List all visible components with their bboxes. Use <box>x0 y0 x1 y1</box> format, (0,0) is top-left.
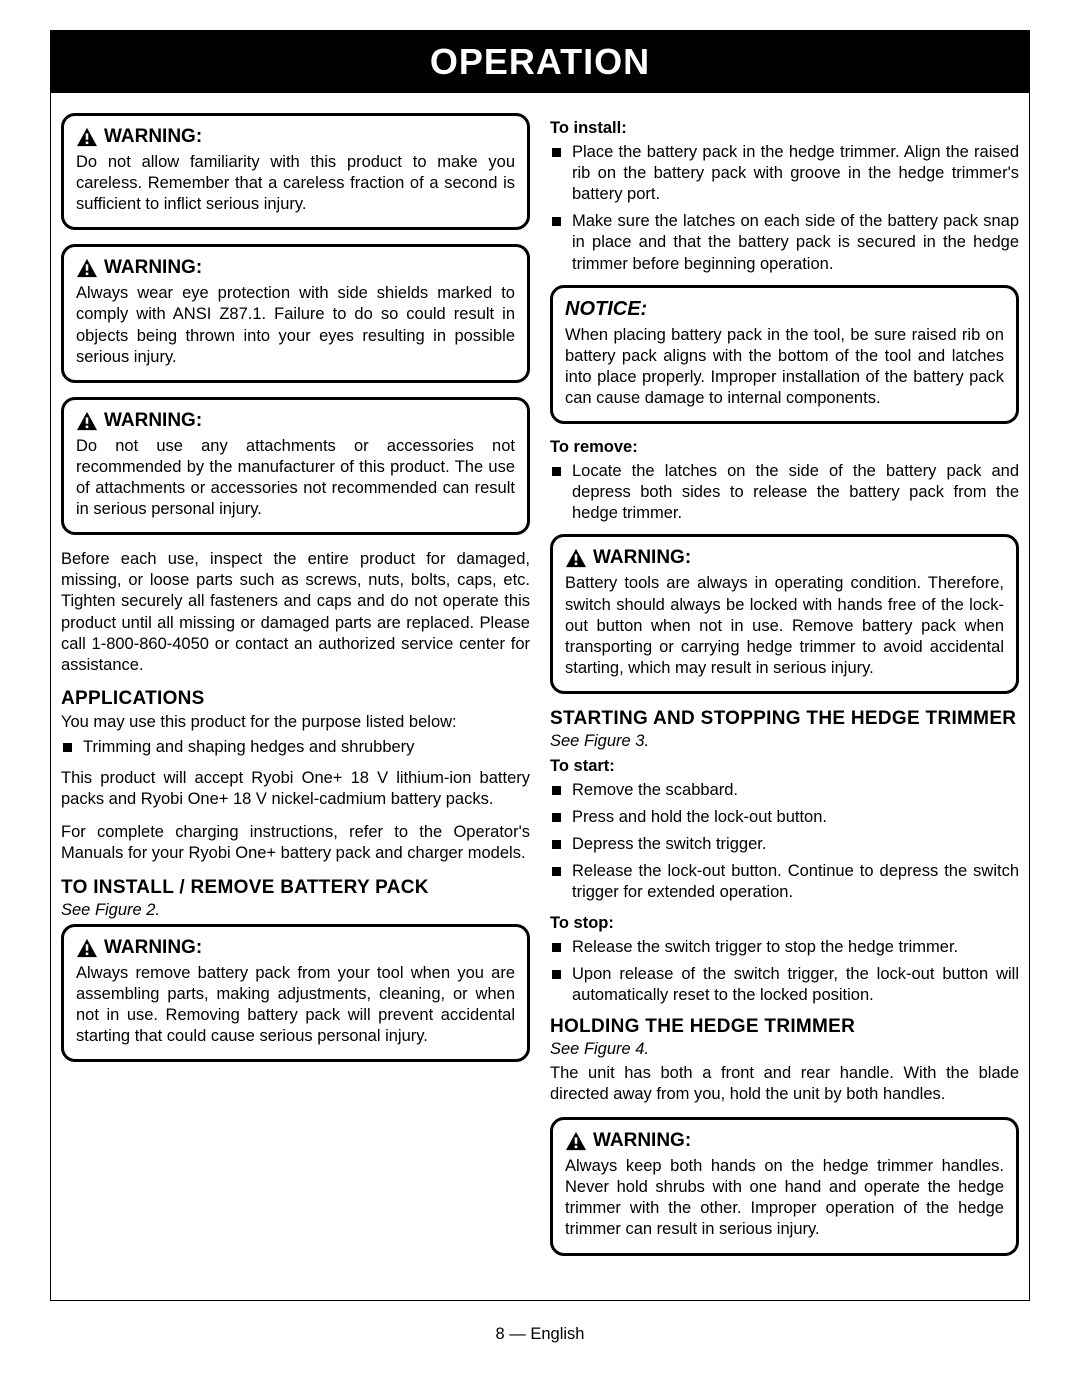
warning-box-6: WARNING: Always keep both hands on the h… <box>550 1117 1019 1255</box>
inspect-paragraph: Before each use, inspect the entire prod… <box>61 549 530 676</box>
install-list: Place the battery pack in the hedge trim… <box>550 142 1019 275</box>
notice-text: When placing battery pack in the tool, b… <box>565 325 1004 409</box>
stop-list: Release the switch trigger to stop the h… <box>550 937 1019 1006</box>
list-item: Upon release of the switch trigger, the … <box>550 964 1019 1006</box>
see-figure-2: See Figure 2. <box>61 901 530 920</box>
holding-heading: HOLDING THE HEDGE TRIMMER <box>550 1016 1019 1038</box>
warning-icon <box>76 127 98 147</box>
warning-box-2: WARNING: Always wear eye protection with… <box>61 244 530 382</box>
warning-label: WARNING: <box>593 1130 691 1152</box>
warning-icon <box>76 411 98 431</box>
left-column: WARNING: Do not allow familiarity with t… <box>61 113 530 1270</box>
remove-list: Locate the latches on the side of the ba… <box>550 461 1019 524</box>
start-stop-heading: STARTING AND STOPPING THE HEDGE TRIMMER <box>550 708 1019 730</box>
to-stop-label: To stop: <box>550 914 1019 933</box>
page-title-bar: OPERATION <box>51 31 1029 93</box>
holding-text: The unit has both a front and rear handl… <box>550 1063 1019 1105</box>
install-remove-heading: TO INSTALL / REMOVE BATTERY PACK <box>61 877 530 899</box>
warning-header: WARNING: <box>76 410 515 432</box>
warning-text: Always remove battery pack from your too… <box>76 963 515 1047</box>
list-item: Release the switch trigger to stop the h… <box>550 937 1019 958</box>
battery-compat-text: This product will accept Ryobi One+ 18 V… <box>61 768 530 810</box>
warning-box-5: WARNING: Battery tools are always in ope… <box>550 534 1019 694</box>
list-item: Locate the latches on the side of the ba… <box>550 461 1019 524</box>
content-columns: WARNING: Do not allow familiarity with t… <box>51 93 1029 1300</box>
warning-label: WARNING: <box>104 937 202 959</box>
warning-icon <box>76 258 98 278</box>
applications-intro: You may use this product for the purpose… <box>61 712 530 733</box>
list-item: Remove the scabbard. <box>550 780 1019 801</box>
list-item: Press and hold the lock-out button. <box>550 807 1019 828</box>
list-item: Trimming and shaping hedges and shrubber… <box>61 737 530 758</box>
charging-ref-text: For complete charging instructions, refe… <box>61 822 530 864</box>
warning-header: WARNING: <box>76 257 515 279</box>
warning-header: WARNING: <box>565 547 1004 569</box>
page-frame: OPERATION WARNING: Do not allow familiar… <box>50 30 1030 1301</box>
right-column: To install: Place the battery pack in th… <box>550 113 1019 1270</box>
warning-header: WARNING: <box>565 1130 1004 1152</box>
page-footer: 8 — English <box>50 1325 1030 1344</box>
warning-text: Always keep both hands on the hedge trim… <box>565 1156 1004 1240</box>
page-title: OPERATION <box>430 41 650 82</box>
warning-icon <box>565 548 587 568</box>
list-item: Make sure the latches on each side of th… <box>550 211 1019 274</box>
warning-label: WARNING: <box>104 257 202 279</box>
applications-heading: APPLICATIONS <box>61 688 530 710</box>
warning-label: WARNING: <box>593 547 691 569</box>
warning-header: WARNING: <box>76 126 515 148</box>
warning-box-3: WARNING: Do not use any attachments or a… <box>61 397 530 535</box>
notice-box: NOTICE: When placing battery pack in the… <box>550 285 1019 424</box>
warning-icon <box>76 938 98 958</box>
list-item: Depress the switch trigger. <box>550 834 1019 855</box>
to-remove-label: To remove: <box>550 438 1019 457</box>
warning-text: Do not allow familiarity with this produ… <box>76 152 515 215</box>
see-figure-3: See Figure 3. <box>550 732 1019 751</box>
warning-header: WARNING: <box>76 937 515 959</box>
warning-box-1: WARNING: Do not allow familiarity with t… <box>61 113 530 230</box>
warning-box-4: WARNING: Always remove battery pack from… <box>61 924 530 1062</box>
warning-text: Do not use any attachments or accessorie… <box>76 436 515 520</box>
applications-list: Trimming and shaping hedges and shrubber… <box>61 737 530 758</box>
warning-label: WARNING: <box>104 410 202 432</box>
notice-label: NOTICE: <box>565 298 1004 321</box>
to-start-label: To start: <box>550 757 1019 776</box>
warning-icon <box>565 1131 587 1151</box>
to-install-label: To install: <box>550 119 1019 138</box>
warning-label: WARNING: <box>104 126 202 148</box>
warning-text: Always wear eye protection with side shi… <box>76 283 515 367</box>
see-figure-4: See Figure 4. <box>550 1040 1019 1059</box>
warning-text: Battery tools are always in operating co… <box>565 573 1004 679</box>
list-item: Release the lock-out button. Continue to… <box>550 861 1019 903</box>
start-list: Remove the scabbard. Press and hold the … <box>550 780 1019 904</box>
list-item: Place the battery pack in the hedge trim… <box>550 142 1019 205</box>
